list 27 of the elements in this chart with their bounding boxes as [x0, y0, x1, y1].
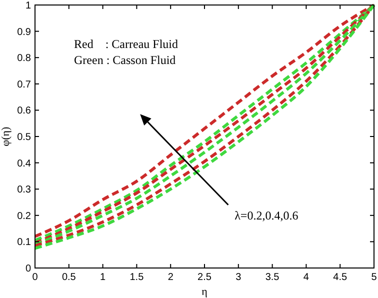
y-tick-label: 0.5 [17, 132, 32, 143]
y-tick-label: 0.6 [17, 106, 32, 117]
annotation: Red : Carreau Fluid [74, 37, 178, 51]
annotation: Green : Casson Fluid [74, 53, 176, 67]
y-tick-label: 0.7 [17, 79, 32, 90]
x-tick-label: 0.5 [62, 272, 76, 283]
x-axis-title: η [202, 286, 208, 298]
x-tick-label: 5 [371, 272, 378, 283]
x-tick-label: 2.5 [198, 272, 212, 283]
annotation: λ=0.2,0.4,0.6 [234, 208, 298, 222]
x-tick-label: 0 [32, 272, 38, 283]
y-tick-label: 0.2 [17, 210, 32, 222]
x-tick-label: 1 [100, 272, 106, 283]
y-tick-label: 1 [25, 0, 32, 12]
x-tick-label: 3.5 [265, 272, 280, 283]
y-axis-title: φ(η) [0, 126, 12, 146]
y-tick-label: 0.9 [17, 26, 32, 38]
x-tick-label: 3 [236, 272, 242, 283]
y-tick-label: 0.1 [17, 237, 32, 248]
x-tick-label: 4 [303, 272, 310, 283]
y-tick-label: 0.8 [17, 53, 32, 64]
y-tick-label: 0.3 [17, 184, 32, 196]
x-tick-label: 1.5 [130, 272, 144, 283]
y-tick-label: 0.4 [17, 158, 32, 170]
x-tick-label: 4.5 [333, 272, 348, 283]
x-tick-label: 2 [168, 272, 174, 283]
y-tick-label: 0 [25, 264, 32, 274]
